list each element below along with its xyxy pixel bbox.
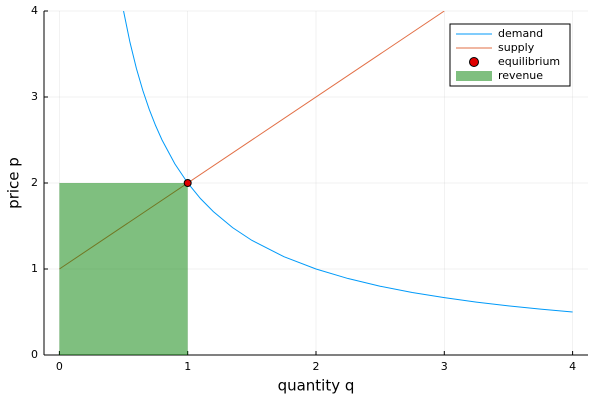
legend-swatch: [456, 71, 492, 81]
legend-label: equilibrium: [498, 55, 560, 68]
area: [59, 183, 188, 355]
y-tick-label: 0: [31, 348, 38, 361]
y-tick-label: 2: [31, 176, 38, 189]
y-tick-label: 3: [31, 90, 38, 103]
x-tick-label: 1: [184, 360, 191, 373]
x-tick-label: 2: [313, 360, 320, 373]
legend-label: supply: [498, 41, 535, 54]
y-tick-label: 1: [31, 262, 38, 275]
legend-label: demand: [498, 27, 543, 40]
y-axis-title: price p: [5, 157, 23, 209]
x-axis-title: quantity q: [278, 377, 355, 395]
x-tick-label: 4: [569, 360, 576, 373]
x-tick-label: 3: [441, 360, 448, 373]
y-tick-label: 4: [31, 4, 38, 17]
x-tick-label: 0: [56, 360, 63, 373]
point: [183, 179, 192, 187]
legend-marker: [469, 57, 479, 67]
line: [123, 11, 573, 313]
legend-label: revenue: [498, 69, 543, 82]
